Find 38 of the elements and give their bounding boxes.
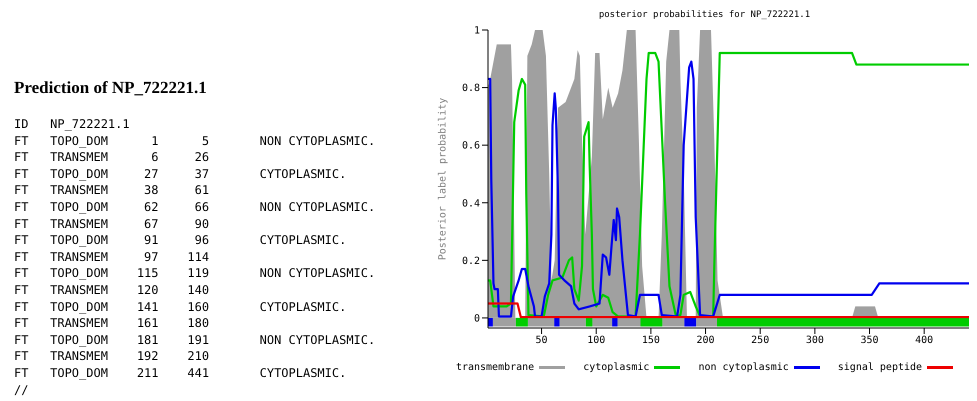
legend-label: non cytoplasmic [698, 362, 789, 373]
text: FT TRANSMEM 120 140 [14, 282, 210, 299]
x-tick-label: 300 [806, 335, 824, 346]
text: Prediction of NP_722221.1 [14, 78, 208, 98]
y-axis-title: Posterior label probability [438, 98, 449, 260]
text: FT TOPO_DOM 211 441 CYTOPLASMIC. [14, 364, 348, 382]
text: FT TRANSMEM 67 90 [14, 216, 210, 232]
text: FT TOPO_DOM 91 96 CYTOPLASMIC. [14, 232, 348, 249]
text: FT TOPO_DOM 141 160 CYTOPLASMIC. [14, 298, 348, 316]
x-tick-label: 350 [860, 335, 879, 346]
x-tick-label: 200 [696, 335, 715, 346]
y-tick-label: 1 [474, 26, 480, 37]
legend-label: transmembrane [456, 362, 534, 373]
text: FT TRANSMEM 192 210 [14, 348, 210, 365]
text: FT TOPO_DOM 181 191 NON CYTOPLASMIC. [14, 332, 376, 348]
text: FT TOPO_DOM 1 5 NON CYTOPLASMIC. [14, 132, 376, 150]
y-tick-label: 0.2 [462, 256, 480, 267]
text: FT TRANSMEM 97 114 [14, 248, 210, 266]
y-tick-label: 0.6 [462, 140, 480, 152]
x-tick-label: 100 [587, 335, 606, 346]
legend-label: signal peptide [838, 362, 922, 373]
x-tick-label: 50 [536, 335, 548, 346]
text: FT TOPO_DOM 62 66 NON CYTOPLASMIC. [14, 198, 376, 216]
text: // [14, 382, 30, 398]
chart-title: posterior probabilities for NP_722221.1 [598, 10, 812, 22]
y-tick-label: 0.4 [462, 198, 480, 210]
text: FT TOPO_DOM 115 119 NON CYTOPLASMIC. [14, 265, 376, 282]
x-tick-label: 250 [751, 335, 770, 346]
text: FT TRANSMEM 161 180 [14, 315, 210, 332]
text: FT TRANSMEM 6 26 [14, 149, 210, 166]
y-tick-label: 0.8 [462, 83, 480, 94]
legend-label: cytoplasmic [583, 362, 650, 373]
text: FT TRANSMEM 38 61 [14, 182, 210, 199]
x-tick-label: 400 [915, 335, 934, 346]
x-tick-label: 150 [642, 335, 660, 346]
text: ID NP_722221.1 [14, 116, 131, 133]
text: FT TOPO_DOM 27 37 CYTOPLASMIC. [14, 166, 348, 182]
y-tick-label: 0 [474, 313, 480, 324]
